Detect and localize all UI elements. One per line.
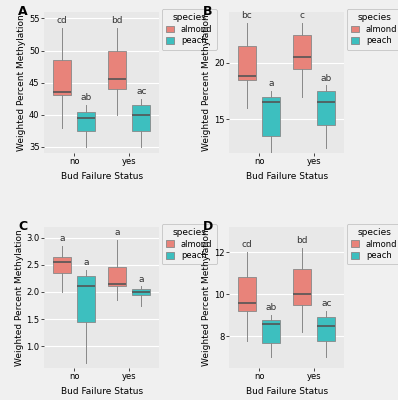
Text: B: B [203, 5, 213, 18]
PathPatch shape [77, 276, 95, 322]
PathPatch shape [133, 105, 150, 131]
PathPatch shape [108, 50, 126, 89]
Text: A: A [18, 5, 28, 18]
PathPatch shape [293, 269, 311, 305]
Legend: almond, peach: almond, peach [162, 9, 217, 50]
Y-axis label: Weighted Percent Methylation: Weighted Percent Methylation [202, 229, 211, 366]
Text: a: a [114, 228, 120, 238]
Y-axis label: Weighted Percent Methylation: Weighted Percent Methylation [17, 14, 26, 151]
PathPatch shape [262, 97, 280, 136]
Text: bd: bd [296, 236, 308, 245]
PathPatch shape [77, 112, 95, 131]
X-axis label: Bud Failure Status: Bud Failure Status [246, 172, 328, 181]
PathPatch shape [53, 257, 71, 273]
X-axis label: Bud Failure Status: Bud Failure Status [60, 387, 142, 396]
Text: cd: cd [57, 16, 67, 25]
Text: C: C [18, 220, 27, 233]
PathPatch shape [108, 268, 126, 286]
Text: ab: ab [321, 74, 332, 83]
Text: ab: ab [80, 93, 92, 102]
Text: a: a [269, 79, 274, 88]
Text: a: a [84, 258, 89, 267]
Text: bd: bd [111, 16, 123, 25]
Legend: almond, peach: almond, peach [347, 9, 398, 50]
Legend: almond, peach: almond, peach [347, 224, 398, 264]
PathPatch shape [318, 317, 335, 340]
Text: ab: ab [265, 304, 277, 312]
PathPatch shape [53, 60, 71, 96]
Text: cd: cd [242, 240, 252, 249]
PathPatch shape [238, 46, 256, 80]
PathPatch shape [133, 289, 150, 295]
Text: c: c [300, 12, 304, 20]
X-axis label: Bud Failure Status: Bud Failure Status [60, 172, 142, 181]
PathPatch shape [293, 35, 311, 68]
Text: a: a [59, 234, 65, 243]
PathPatch shape [238, 277, 256, 311]
Y-axis label: Weighted Percent Methylation: Weighted Percent Methylation [15, 229, 23, 366]
Text: ac: ac [321, 299, 332, 308]
PathPatch shape [318, 91, 335, 125]
PathPatch shape [262, 320, 280, 343]
Text: ac: ac [136, 87, 146, 96]
Text: bc: bc [242, 12, 252, 20]
Text: a: a [139, 275, 144, 284]
Text: D: D [203, 220, 214, 233]
Legend: almond, peach: almond, peach [162, 224, 217, 264]
Y-axis label: Weighted Percent Methylation: Weighted Percent Methylation [202, 14, 211, 151]
X-axis label: Bud Failure Status: Bud Failure Status [246, 387, 328, 396]
